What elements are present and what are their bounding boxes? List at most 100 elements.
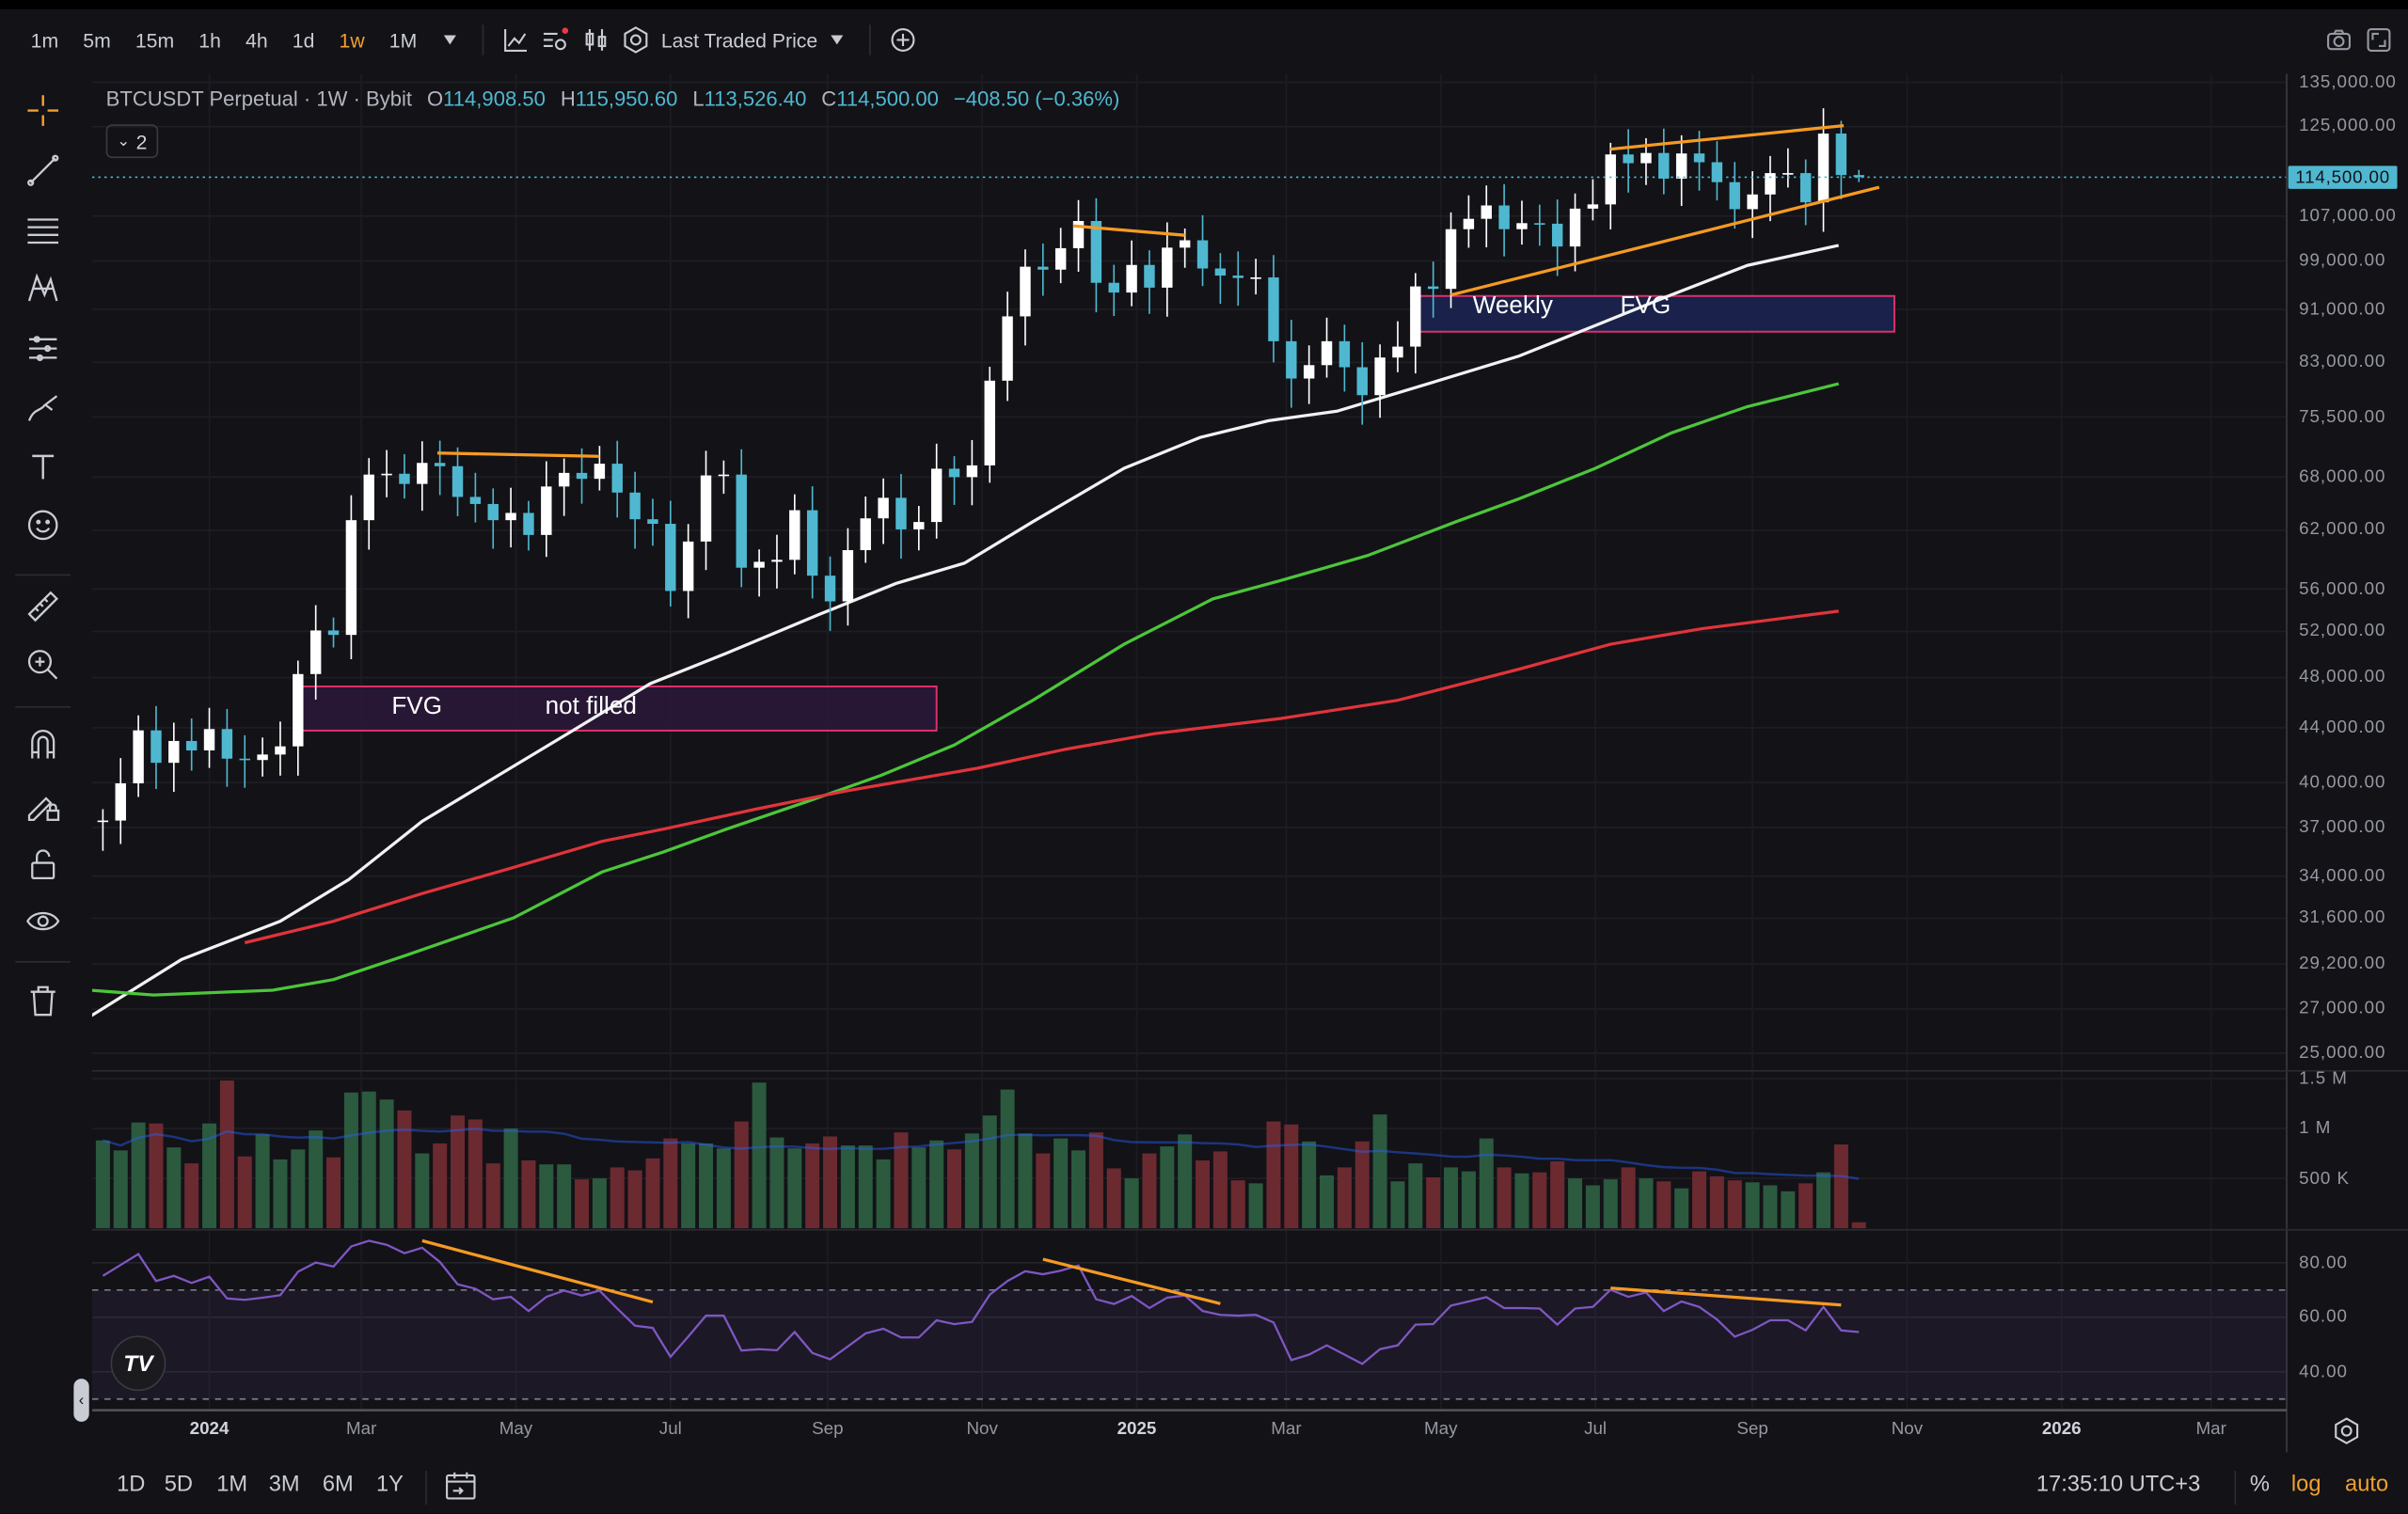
candle-body xyxy=(1445,229,1457,290)
trash-icon[interactable] xyxy=(22,980,65,1023)
volume-bar xyxy=(1656,1181,1671,1229)
emoji-icon[interactable] xyxy=(22,504,65,547)
candle-body xyxy=(718,474,730,477)
fvg2-type: FVG xyxy=(1620,292,1671,320)
volume-bar xyxy=(379,1099,394,1229)
lock-drawing-icon[interactable] xyxy=(22,783,65,827)
volume-bar xyxy=(716,1148,731,1229)
auto-scale-toggle[interactable]: auto xyxy=(2345,1472,2389,1497)
zoom-in-icon[interactable] xyxy=(22,643,65,686)
price-tick-label: 75,500.00 xyxy=(2299,407,2386,427)
volume-bar xyxy=(1514,1173,1529,1229)
candle-body xyxy=(1038,266,1049,270)
price-tick-label: 83,000.00 xyxy=(2299,353,2386,372)
timeframe-1M[interactable]: 1M xyxy=(388,28,418,52)
price-source-dropdown[interactable]: Last Traded Price xyxy=(660,28,818,52)
indicators-collapse-button[interactable]: ⌄ 2 xyxy=(105,124,159,159)
magnet-icon[interactable] xyxy=(22,723,65,766)
candles-icon[interactable] xyxy=(578,23,612,56)
candle-body xyxy=(505,513,516,521)
log-scale-toggle[interactable]: log xyxy=(2290,1472,2321,1497)
price-trendline xyxy=(1450,185,1880,297)
candle-body xyxy=(452,465,464,497)
candle-body xyxy=(1392,346,1403,358)
timeframe-15m[interactable]: 15m xyxy=(135,28,175,52)
timeframe-1w[interactable]: 1w xyxy=(339,28,365,52)
settings-hex-icon[interactable] xyxy=(618,23,652,56)
clock-timezone[interactable]: 17:35:10 UTC+3 xyxy=(2036,1472,2201,1497)
volume-bar xyxy=(752,1082,767,1229)
candle-body xyxy=(417,463,428,484)
price-tick-label: 91,000.00 xyxy=(2299,300,2386,319)
time-tick-label: Nov xyxy=(1891,1420,1924,1439)
fullscreen-icon[interactable] xyxy=(2362,23,2396,56)
forecast-tools-icon[interactable] xyxy=(22,327,65,371)
volume-tick-label: 1 M xyxy=(2299,1119,2332,1138)
candle-body xyxy=(966,465,978,478)
volume-bar xyxy=(1212,1151,1228,1229)
crosshair-icon[interactable] xyxy=(22,89,65,133)
volume-bar xyxy=(1337,1167,1352,1229)
price-trendline xyxy=(1610,124,1845,151)
add-circle-icon[interactable] xyxy=(887,23,921,56)
candlesticks xyxy=(97,108,1864,851)
line-chart-icon[interactable] xyxy=(499,23,532,56)
fib-retracement-icon[interactable] xyxy=(22,209,65,252)
timeframe-4h[interactable]: 4h xyxy=(246,28,268,52)
volume-bar xyxy=(1178,1134,1193,1229)
tradingview-logo[interactable]: TV xyxy=(110,1335,166,1392)
range-3m[interactable]: 3M xyxy=(268,1472,300,1497)
volume-bar xyxy=(166,1147,182,1229)
volume-bar xyxy=(876,1159,891,1229)
volume-bar xyxy=(1000,1089,1015,1229)
timeframe-1h[interactable]: 1h xyxy=(198,28,221,52)
symbol-title[interactable]: BTCUSDT Perpetual · 1W · Bybit xyxy=(105,87,413,111)
collapse-panel-handle[interactable]: ‹ xyxy=(73,1379,89,1422)
eye-icon[interactable] xyxy=(22,900,65,943)
price-source-chevron-icon[interactable] xyxy=(820,23,854,56)
lock-icon[interactable] xyxy=(22,843,65,886)
volume-bar xyxy=(1196,1159,1211,1229)
bottom-bar: 1D 5D 1M 3M 6M 1Y 17:35:10 UTC+3 % log a… xyxy=(0,1459,2408,1514)
range-1m[interactable]: 1M xyxy=(216,1472,248,1497)
candle-body xyxy=(1817,134,1830,203)
range-5d[interactable]: 5D xyxy=(164,1472,193,1497)
volume-bar xyxy=(433,1143,448,1229)
volume-bar xyxy=(1461,1171,1476,1229)
fvg2-label: Weekly xyxy=(1472,292,1553,320)
timeframe-1d[interactable]: 1d xyxy=(292,28,315,52)
volume-bar xyxy=(1071,1150,1086,1229)
text-tool-icon[interactable] xyxy=(22,445,65,488)
volume-bar xyxy=(769,1137,784,1229)
brush-icon[interactable] xyxy=(22,386,65,430)
pattern-icon[interactable] xyxy=(22,267,65,310)
candle-body xyxy=(665,524,676,591)
range-1d[interactable]: 1D xyxy=(117,1472,146,1497)
candle-body xyxy=(487,503,499,521)
volume-bar xyxy=(663,1138,678,1229)
time-axis-settings-icon[interactable] xyxy=(2333,1417,2360,1453)
candle-body xyxy=(895,497,907,529)
timeframe-dropdown-icon[interactable] xyxy=(433,23,467,56)
range-6m[interactable]: 6M xyxy=(322,1472,354,1497)
indicators-icon[interactable] xyxy=(538,23,572,56)
price-tick-label: 56,000.00 xyxy=(2299,579,2386,599)
price-tick-label: 135,000.00 xyxy=(2299,72,2397,92)
candle-body xyxy=(541,486,552,535)
range-1y[interactable]: 1Y xyxy=(375,1472,404,1497)
candle-body xyxy=(1623,154,1634,164)
timeframe-1m[interactable]: 1m xyxy=(30,28,59,52)
camera-icon[interactable] xyxy=(2322,23,2356,56)
timeframe-5m[interactable]: 5m xyxy=(83,28,111,52)
volume-bar xyxy=(805,1143,820,1229)
candle-body xyxy=(327,630,340,636)
calendar-goto-icon[interactable] xyxy=(444,1469,478,1508)
trend-line-icon[interactable] xyxy=(22,149,65,192)
volume-bar xyxy=(467,1119,483,1229)
percent-scale-toggle[interactable]: % xyxy=(2249,1472,2270,1497)
candle-body xyxy=(1232,276,1244,278)
time-tick-label: May xyxy=(1423,1420,1458,1439)
ruler-icon[interactable] xyxy=(22,585,65,628)
candle-body xyxy=(930,468,943,523)
